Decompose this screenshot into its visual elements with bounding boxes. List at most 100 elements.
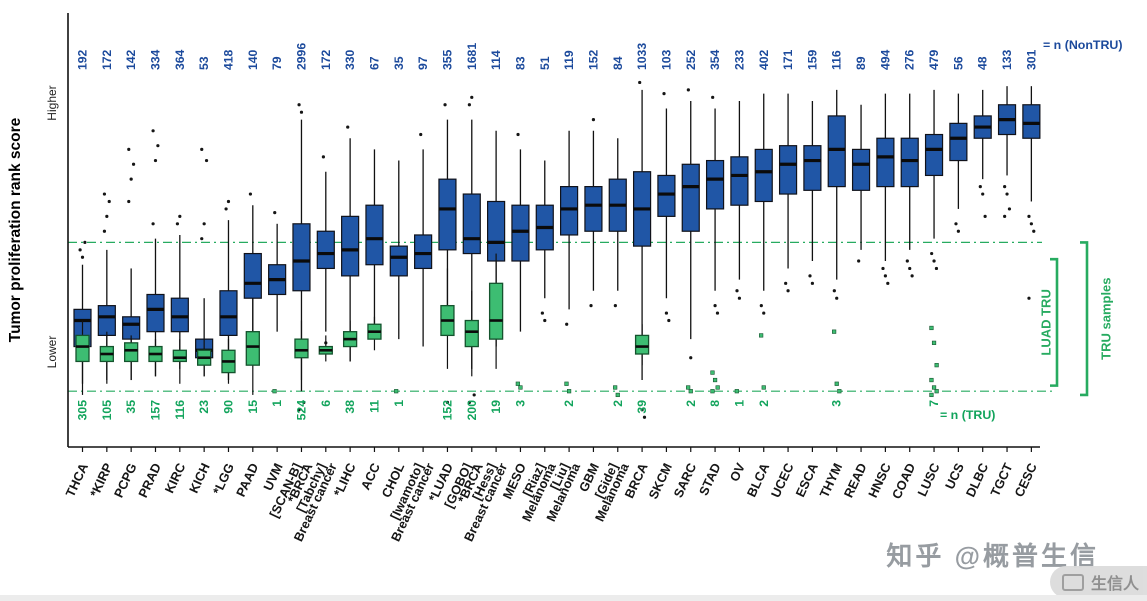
x-axis-label: KIRC xyxy=(162,461,189,496)
outlier-point xyxy=(810,281,815,285)
nontru-box xyxy=(584,186,603,232)
bracket xyxy=(1050,257,1059,387)
outlier-point xyxy=(297,408,301,412)
outlier-point xyxy=(667,318,671,323)
nontru-box xyxy=(730,156,749,206)
tru-count: 105 xyxy=(100,400,114,421)
outlier-point xyxy=(642,415,647,419)
nontru-box xyxy=(949,122,968,162)
nontru-count: 355 xyxy=(440,49,454,70)
outlier-point xyxy=(540,311,544,315)
bracket xyxy=(1080,241,1089,397)
tru-count: 2 xyxy=(611,400,625,407)
tru-count: 11 xyxy=(367,400,381,413)
tru-box xyxy=(172,349,187,363)
outlier-point xyxy=(762,311,766,315)
tru-count: 8 xyxy=(708,400,722,407)
tru-count: 152 xyxy=(440,400,454,421)
bottom-strip xyxy=(0,595,1147,601)
outlier-point xyxy=(178,214,182,218)
outlier-point xyxy=(737,296,742,300)
tru-box xyxy=(294,338,309,359)
nontru-box xyxy=(316,230,335,270)
nontru-count: 114 xyxy=(489,50,503,70)
nontru-count: 84 xyxy=(611,56,625,70)
outlier-point xyxy=(467,103,471,107)
tru-point xyxy=(710,370,715,375)
bracket-label: TRU samples xyxy=(1098,277,1113,359)
x-axis-label: OV xyxy=(727,460,749,484)
tru-point xyxy=(734,389,739,394)
nontru-box xyxy=(511,204,530,262)
tru-count: 39 xyxy=(635,400,649,414)
nontru-box xyxy=(487,200,506,262)
tru-count: 3 xyxy=(513,400,527,407)
tru-count: 1 xyxy=(270,400,284,407)
nontru-box xyxy=(341,215,360,277)
nontru-box xyxy=(681,163,700,232)
nontru-box xyxy=(657,174,676,217)
nontru-box xyxy=(292,223,311,292)
nontru-box xyxy=(97,305,116,337)
outlier-point xyxy=(445,400,450,404)
tru-count: 2 xyxy=(684,400,698,407)
outlier-point xyxy=(910,274,914,278)
tru-point xyxy=(712,377,718,383)
nontru-count: 1033 xyxy=(635,43,649,70)
nontru-count: 334 xyxy=(149,49,163,70)
outlier-point xyxy=(786,289,790,293)
nontru-count: 301 xyxy=(1024,49,1038,70)
nontru-count: 364 xyxy=(173,49,187,70)
nontru-count: 276 xyxy=(903,49,917,70)
outlier-point xyxy=(78,248,82,252)
nontru-count: 119 xyxy=(562,50,576,70)
x-axis-label: UCS xyxy=(942,460,967,491)
x-axis-label: CESC xyxy=(1011,461,1040,500)
outlier-point xyxy=(1027,296,1031,300)
outlier-point xyxy=(759,304,763,308)
outlier-point xyxy=(905,259,909,263)
outlier-point xyxy=(1032,229,1036,233)
nontru-count: 133 xyxy=(1000,49,1014,70)
tru-count: 90 xyxy=(222,400,236,414)
tv-logo-icon xyxy=(1061,573,1084,591)
tru-box xyxy=(488,282,504,340)
outlier-point xyxy=(1003,185,1007,189)
nontru-box xyxy=(1022,104,1041,139)
nontru-count: 418 xyxy=(222,49,236,70)
outlier-point xyxy=(127,147,131,151)
x-axis-label: UCEC xyxy=(768,461,797,500)
outlier-point xyxy=(302,400,306,404)
outlier-point xyxy=(129,177,133,181)
nontru-count: 354 xyxy=(708,49,722,70)
tru-point xyxy=(931,340,937,345)
outlier-point xyxy=(80,255,85,259)
nontru-count: 233 xyxy=(732,49,746,70)
y-higher-label: Higher xyxy=(45,85,59,120)
outlier-point xyxy=(930,251,934,256)
outlier-point xyxy=(273,211,277,215)
tru-point xyxy=(832,329,837,334)
nontru-count: 192 xyxy=(76,49,90,70)
outlier-point xyxy=(321,155,325,159)
nontru-box xyxy=(851,148,871,191)
nontru-count: 53 xyxy=(197,56,211,70)
nontru-box xyxy=(559,186,579,236)
tru-box xyxy=(75,334,90,363)
outlier-point xyxy=(715,311,720,315)
outlier-point xyxy=(204,158,209,163)
tru-count: 116 xyxy=(173,400,187,420)
nontru-box xyxy=(705,159,725,210)
outlier-point xyxy=(713,304,717,308)
tru-point xyxy=(929,325,934,331)
nontru-box xyxy=(803,145,822,191)
outlier-point xyxy=(224,207,228,211)
tru-point xyxy=(761,385,766,390)
outlier-point xyxy=(297,103,301,107)
tru-count: 305 xyxy=(76,400,90,421)
tru-point xyxy=(934,389,939,394)
outlier-point xyxy=(934,266,939,271)
tru-count: 2 xyxy=(757,400,771,407)
outlier-point xyxy=(589,304,593,308)
